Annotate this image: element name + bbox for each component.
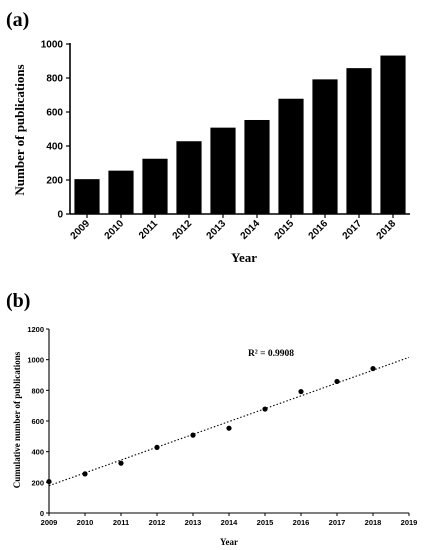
x-tick-label-2009: 2009 [69,218,93,242]
x-tick-label-2012: 2012 [171,218,195,242]
point-2013 [190,432,196,438]
x-tick-label-2012: 2012 [149,518,166,527]
point-2009 [46,478,52,485]
point-2015 [262,406,268,412]
y-tick-label-200: 200 [31,478,44,487]
y-tick-label-200: 200 [46,176,63,187]
point-2016 [298,388,304,395]
bar-2017 [346,68,372,214]
chart-a-ylabel: Number of publications [12,64,27,195]
point-2010 [82,471,88,477]
bar-2018 [380,55,406,215]
r-squared-annotation: R² = 0.9908 [248,349,294,359]
bar-2016 [312,79,338,214]
point-2017 [334,378,340,385]
x-tick-label-2015: 2015 [257,518,274,527]
x-tick-label-2018: 2018 [365,518,382,527]
x-tick-label-2015: 2015 [273,218,297,242]
trendline [48,356,410,487]
bar-2010 [108,170,134,214]
bar-2013 [210,127,236,214]
x-tick-label-2011: 2011 [137,218,160,241]
x-tick-label-2010: 2010 [77,518,94,527]
y-tick-label-1000: 1000 [41,40,64,51]
bar-2012 [176,141,202,214]
y-tick-label-400: 400 [31,448,44,457]
panel-a-label: (a) [6,9,29,31]
chart-b-ylabel: Cumulative number of publications [12,351,22,488]
x-tick-label-2014: 2014 [239,218,263,242]
x-tick-label-2014: 2014 [221,518,239,527]
bar-2009 [74,179,100,214]
x-tick-label-2017: 2017 [329,518,346,527]
point-2014 [226,425,232,431]
bar-2015 [278,98,304,214]
x-tick-label-2018: 2018 [375,218,399,242]
chart-a-xlabel: Year [231,250,257,265]
bar-chart-publications: Year Number of publications 2009 2010 2011… [12,40,410,265]
point-2012 [154,444,160,450]
point-2011 [118,460,124,466]
bar-2011 [142,158,168,214]
x-tick-label-2013: 2013 [185,518,202,527]
x-tick-label-2019: 2019 [401,518,418,527]
y-tick-label-800: 800 [46,74,63,85]
point-2018 [370,365,376,372]
x-tick-label-2010: 2010 [103,218,127,242]
bar-2014 [244,119,270,214]
y-tick-label-0: 0 [40,509,44,518]
x-tick-label-2017: 2017 [341,218,365,242]
x-tick-label-2011: 2011 [113,518,129,527]
y-tick-label-0: 0 [57,210,63,221]
x-tick-label-2016: 2016 [293,518,310,527]
x-tick-label-2013: 2013 [205,218,229,242]
panel-b-label: (b) [6,290,30,312]
y-tick-label-600: 600 [46,108,63,119]
scatter-chart-cumulative: Year Cumulative number of publications R… [12,325,417,547]
y-tick-label-800: 800 [31,386,44,395]
x-tick-label-2016: 2016 [307,218,331,242]
y-tick-label-1200: 1200 [27,325,44,334]
y-tick-label-400: 400 [46,142,63,153]
y-tick-label-1000: 1000 [27,356,44,365]
y-tick-label-600: 600 [31,417,44,426]
x-tick-label-2009: 2009 [41,518,58,527]
chart-b-xlabel: Year [220,537,238,547]
